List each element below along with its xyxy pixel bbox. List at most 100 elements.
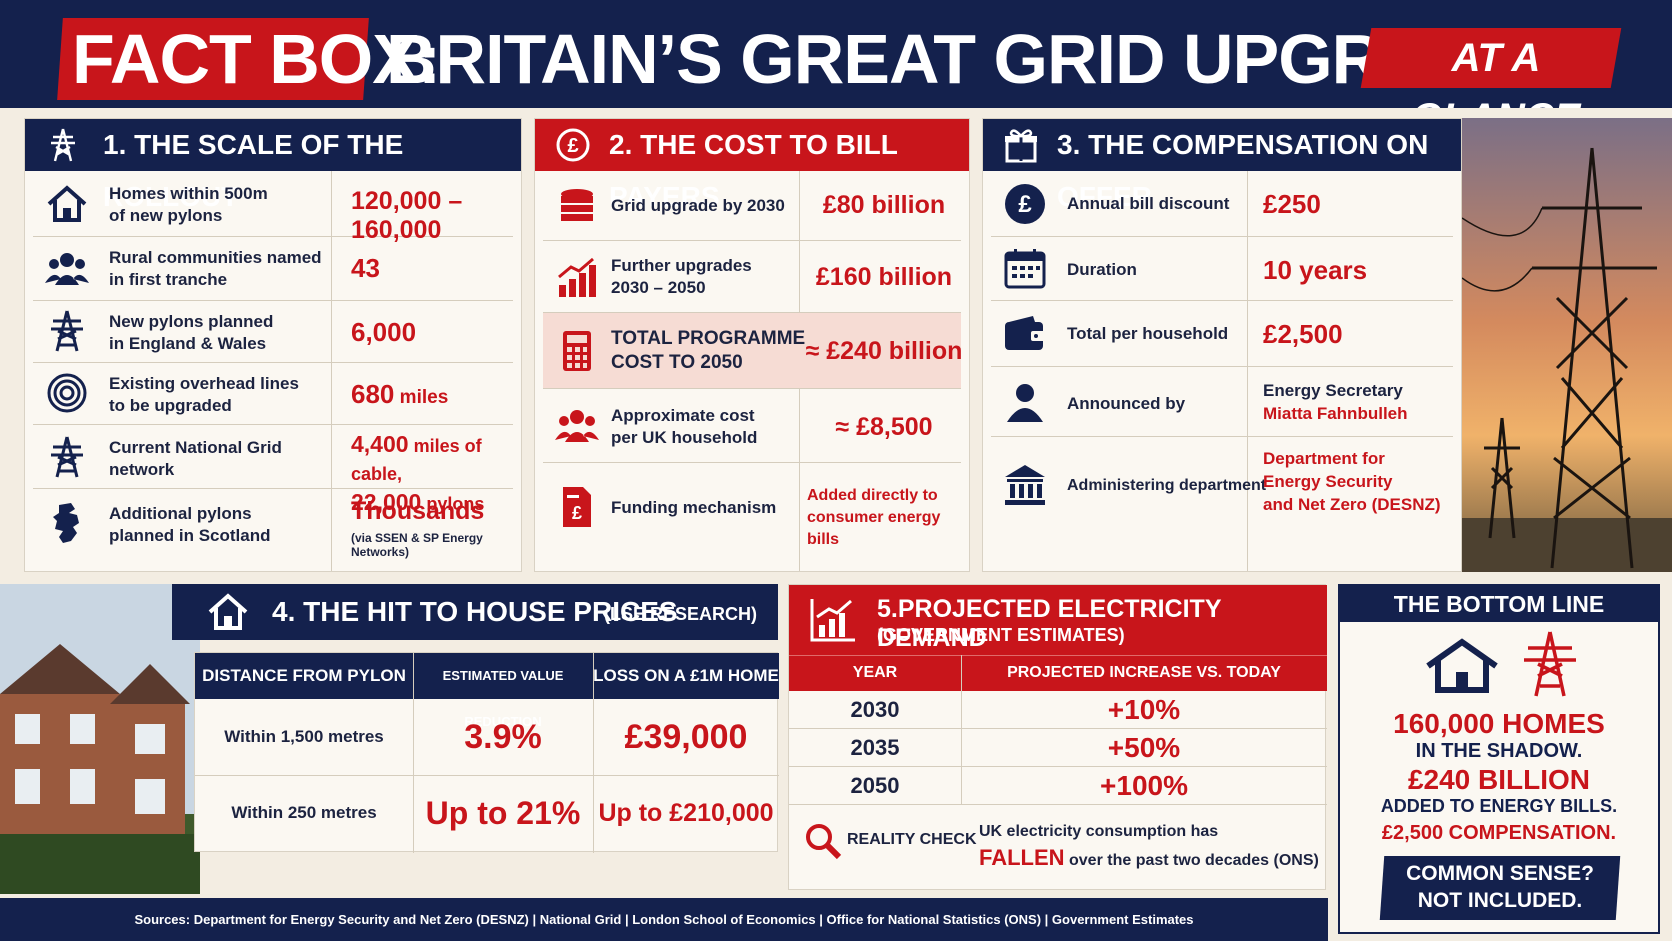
pylon-icon	[1524, 631, 1576, 697]
house-prices-title: 4. THE HIT TO HOUSE PRICES	[272, 596, 678, 627]
comp-row-total: Total per household £2,500	[991, 301, 1453, 367]
cost-title: 2. THE COST TO BILL PAYERS	[609, 129, 898, 212]
rollout-row-communities: Rural communities named in first tranche …	[33, 237, 513, 301]
rollout-header: 1. THE SCALE OF THE ROLLOUT	[25, 119, 521, 212]
col-header-increase: PROJECTED INCREASE VS. TODAY	[1007, 664, 1281, 681]
total-cost-value: ≈ £240 billion	[805, 337, 963, 365]
person-icon	[1007, 384, 1043, 422]
cost-2030-value: £80 billion	[822, 191, 946, 219]
bottom-line-panel: THE BOTTOM LINE 160,000 HOMES IN THE SHA…	[1338, 584, 1660, 934]
demand-panel: 5.PROJECTED ELECTRICITY DEMAND (GOVERNME…	[788, 584, 1327, 890]
cost-row-household: Approximate cost per UK household ≈ £8,50…	[543, 389, 961, 463]
bill-document-icon: £	[563, 487, 591, 527]
cost-header: £ 2. THE COST TO BILL PAYERS	[535, 119, 969, 212]
house-photo	[0, 584, 200, 894]
pylon-sunset-photo	[1462, 118, 1672, 572]
gift-icon	[1005, 129, 1037, 163]
pylon-icon	[51, 128, 75, 162]
rollout-row-scotland: Additional pylons planned in Scotland Tho…	[33, 489, 513, 571]
scotland-note: (via SSEN & SP Energy Networks)	[351, 531, 483, 559]
house-icon	[1426, 638, 1498, 693]
wallet-icon	[1005, 316, 1045, 350]
rollout-panel: 1. THE SCALE OF THE ROLLOUT Homes within…	[24, 118, 522, 572]
header-banner: FACT BOX: BRITAIN’S GREAT GRID UPGRADE A…	[0, 0, 1672, 108]
demand-subtitle: (GOVERNMENT ESTIMATES)	[877, 625, 1125, 645]
cable-coil-icon	[47, 373, 87, 413]
cost-2050-value: £160 billion	[815, 263, 953, 291]
table-row-loss: Up to £210,000	[598, 799, 774, 827]
bottom-compensation: £2,500 COMPENSATION.	[1381, 822, 1617, 844]
pylons-value: 6,000	[351, 317, 417, 347]
pound-coin-icon: £	[556, 128, 590, 162]
reality-check-label: REALITY CHECK	[847, 831, 977, 848]
svg-text:£: £	[567, 135, 578, 157]
table-row-reduction: Up to 21%	[425, 795, 581, 831]
pound-coin-icon: £	[1005, 184, 1045, 224]
cost-row-2050: Further upgrades 2030 – 2050 £160 billion	[543, 241, 961, 313]
bottom-shadow: IN THE SHADOW.	[1415, 740, 1583, 762]
total-comp-value: £2,500	[1263, 319, 1343, 349]
cost-row-total: TOTAL PROGRAMME COST TO 2050 ≈ £240 billi…	[543, 313, 962, 389]
table-row-loss: £39,000	[624, 718, 748, 756]
people-icon	[45, 253, 89, 285]
comp-row-discount: £ Annual bill discount £250	[991, 171, 1453, 237]
calculator-icon	[563, 331, 591, 371]
cost-row-funding: £ Funding mechanism Added directly to con…	[543, 463, 961, 571]
pylon-illustration	[1462, 118, 1672, 572]
coin-stack-icon	[561, 189, 593, 221]
homes-value: 120,000 – 160,000	[351, 187, 463, 244]
growth-chart-icon	[810, 599, 855, 642]
communities-value: 43	[351, 253, 380, 283]
bar-chart-up-icon	[558, 257, 596, 297]
compensation-header: 3. THE COMPENSATION ON OFFER	[983, 119, 1461, 212]
rollout-row-network: Current National Grid network 4,400 miles…	[33, 425, 513, 515]
table-row-reduction: 3.9%	[464, 718, 542, 756]
people-icon	[555, 410, 599, 442]
common-sense-box: COMMON SENSE? NOT INCLUDED.	[1406, 862, 1594, 912]
compensation-title: 3. THE COMPENSATION ON OFFER	[1057, 129, 1429, 212]
comp-row-duration: Duration 10 years	[991, 237, 1453, 301]
bottom-line-title: THE BOTTOM LINE	[1340, 586, 1658, 622]
col-header-distance: DISTANCE FROM PYLON	[202, 666, 406, 685]
title-fact-box: FACT BOX:	[72, 20, 441, 98]
rollout-row-homes: Homes within 500m of new pylons 120,000 –…	[33, 171, 513, 244]
discount-value: £250	[1263, 189, 1321, 219]
demand-header: 5.PROJECTED ELECTRICITY DEMAND (GOVERNME…	[789, 585, 1327, 655]
pylon-icon	[51, 436, 83, 478]
col-header-year: YEAR	[852, 664, 898, 681]
rollout-row-lines: Existing overhead lines to be upgraded 68…	[33, 363, 513, 425]
house-icon	[47, 185, 87, 222]
house-icon	[208, 593, 248, 630]
page-title: BRITAIN’S GREAT GRID UPGRADE	[386, 20, 1527, 98]
demand-title: 5.PROJECTED ELECTRICITY DEMAND	[877, 595, 1222, 652]
col-header-loss: LOSS ON A £1M HOME	[593, 666, 779, 685]
scotland-map-icon	[53, 503, 79, 543]
bottom-billion: £240 BILLION	[1407, 764, 1591, 795]
bottom-bills: ADDED TO ENERGY BILLS.	[1380, 796, 1618, 816]
house-illustration	[0, 584, 200, 894]
comp-row-announced: Announced by Energy Secretary Miatta Fahn…	[991, 367, 1453, 437]
comp-row-department: Administering department Department for E…	[991, 437, 1453, 571]
house-prices-subtitle: (LSE RESEARCH)	[604, 604, 758, 624]
reality-check-text: UK electricity consumption has FALLEN ov…	[979, 823, 1319, 870]
house-prices-header: 4. THE HIT TO HOUSE PRICES (LSE RESEARCH…	[172, 584, 778, 640]
cost-row-2030: Grid upgrade by 2030 £80 billion	[543, 171, 961, 241]
table-row-distance: Within 1,500 metres	[224, 727, 384, 746]
duration-value: 10 years	[1263, 255, 1368, 285]
scotland-value: Thousands	[351, 497, 485, 525]
house-prices-table: DISTANCE FROM PYLON ESTIMATED VALUE REDU…	[194, 652, 779, 853]
magnifier-icon	[806, 824, 842, 860]
cost-panel: £ 2. THE COST TO BILL PAYERS Grid upgrad…	[534, 118, 970, 572]
col-header-reduction: ESTIMATED VALUE REDUCTION	[442, 668, 564, 729]
calendar-icon	[1004, 249, 1046, 289]
sources-footer: Sources: Department for Energy Security …	[0, 898, 1328, 941]
svg-text:£: £	[1018, 191, 1032, 218]
table-row: 2035 +50%	[789, 729, 1327, 767]
table-row: 2050 +100%	[789, 767, 1327, 805]
household-cost-value: ≈ £8,500	[835, 413, 933, 441]
bottom-homes: 160,000 HOMES	[1393, 708, 1605, 739]
pylon-icon	[51, 310, 83, 352]
at-a-glance-badge: AT A GLANCE	[1412, 36, 1581, 108]
table-row-distance: Within 250 metres	[231, 803, 377, 822]
table-row: 2030 +10%	[789, 691, 1327, 729]
